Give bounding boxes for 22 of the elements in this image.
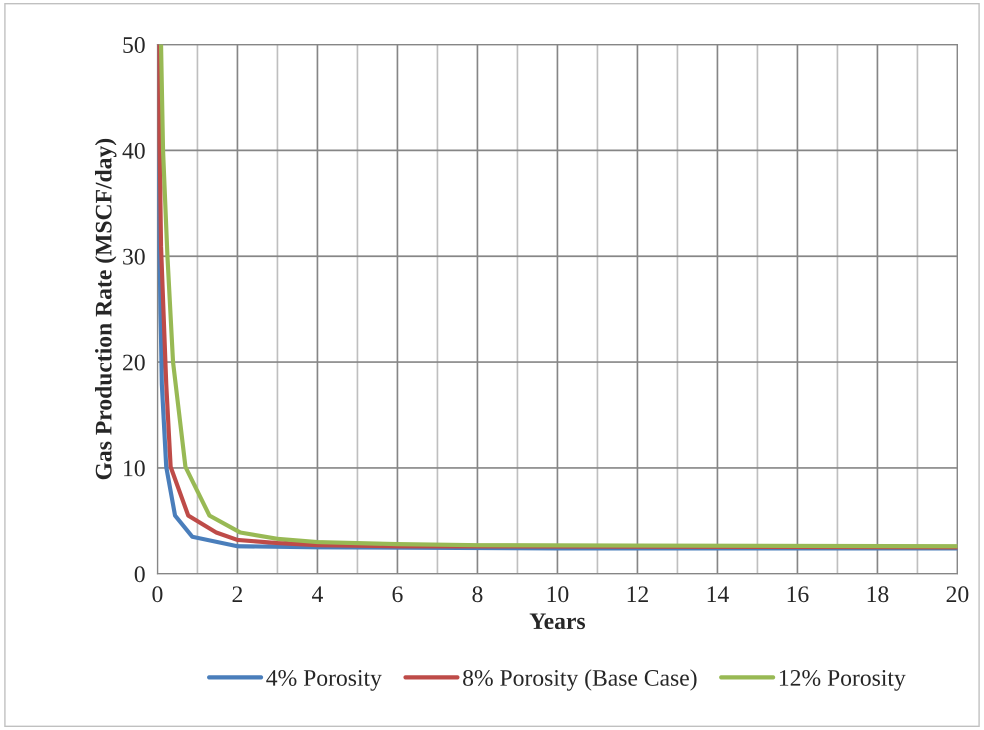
legend-label: 4% Porosity — [266, 670, 382, 691]
legend-label: 8% Porosity (Base Case) — [463, 669, 697, 691]
x-tick-label: 0 — [152, 586, 162, 602]
y-tick-label: 0 — [134, 566, 145, 582]
y-axis-title: Gas Production Rate (MSCF/day) — [94, 138, 116, 480]
x-tick-label: 8 — [472, 586, 482, 602]
x-tick-label: 16 — [788, 586, 809, 602]
x-tick-label: 6 — [392, 586, 403, 602]
legend-label: 12% Porosity — [780, 670, 906, 691]
x-tick-label: 14 — [708, 586, 729, 602]
x-tick-label: 2 — [232, 586, 242, 602]
y-tick-label: 30 — [123, 248, 145, 265]
y-tick-label: 40 — [122, 142, 145, 159]
x-tick-label: 18 — [868, 586, 888, 602]
y-tick-label: 50 — [123, 37, 145, 53]
x-tick-label: 4 — [312, 586, 323, 602]
x-axis-title: Years — [530, 613, 586, 630]
x-tick-label: 12 — [628, 586, 648, 602]
y-tick-label: 20 — [123, 354, 145, 371]
y-tick-label: 10 — [124, 460, 145, 476]
x-tick-label: 20 — [946, 586, 968, 602]
x-tick-label: 10 — [548, 586, 568, 602]
